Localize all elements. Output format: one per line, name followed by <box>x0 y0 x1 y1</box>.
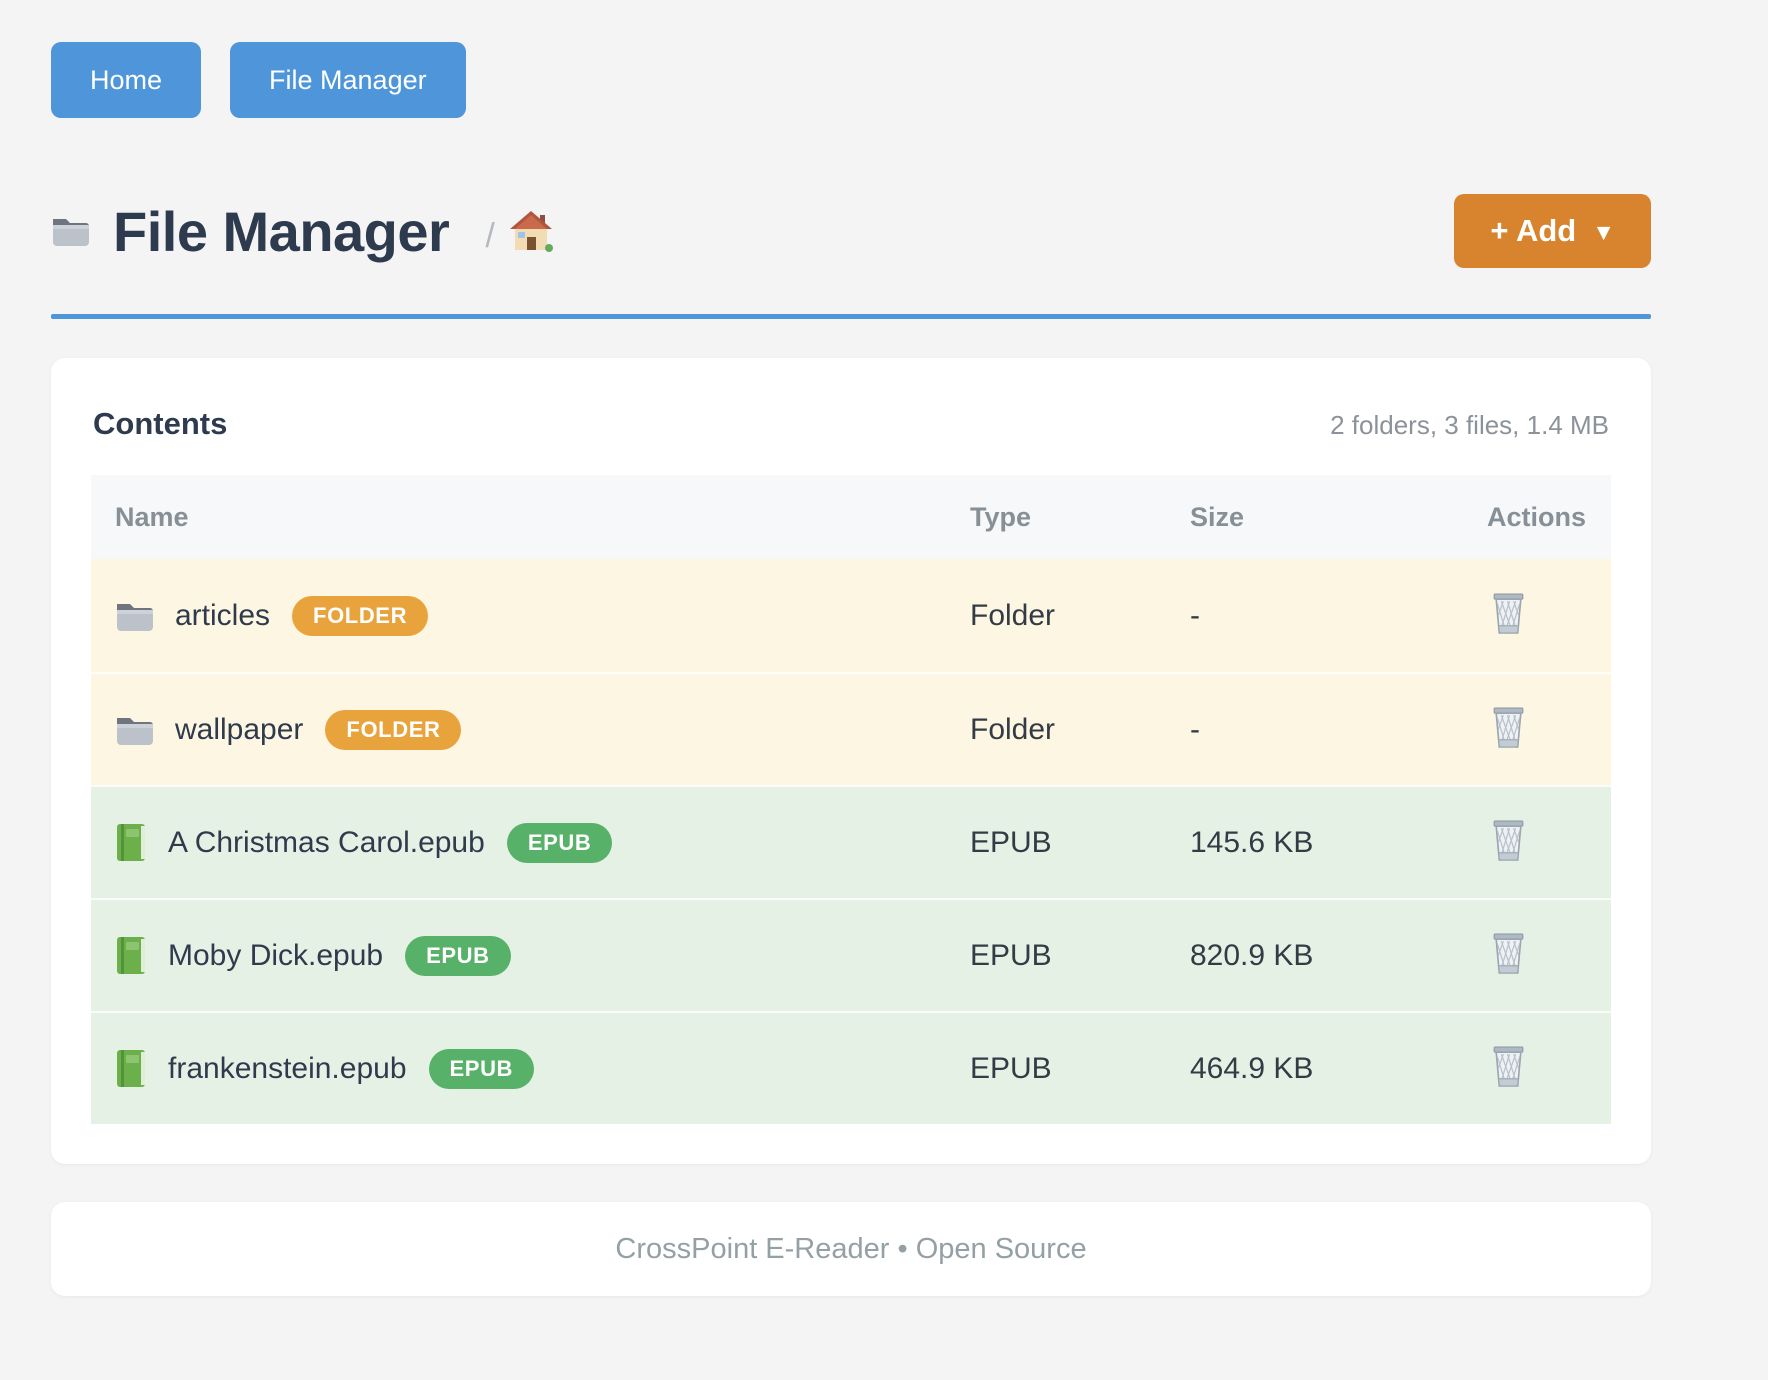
green-book-icon <box>115 823 148 862</box>
cell-name: A Christmas Carol.epub EPUB <box>91 823 970 863</box>
row-type: EPUB <box>970 826 1052 859</box>
green-book-icon <box>115 1049 148 1088</box>
house-icon[interactable] <box>509 210 553 252</box>
trash-icon <box>1491 933 1526 974</box>
trash-icon <box>1491 1046 1526 1087</box>
file-name-link[interactable]: A Christmas Carol.epub <box>168 826 485 860</box>
add-button[interactable]: + Add ▼ <box>1454 194 1651 268</box>
cell-name: frankenstein.epub EPUB <box>91 1049 970 1089</box>
delete-button[interactable] <box>1487 589 1530 638</box>
type-badge: FOLDER <box>325 710 461 750</box>
file-manager-nav-button[interactable]: File Manager <box>230 42 466 118</box>
table-body: articles FOLDER Folder - wallpaper FOLDE… <box>91 559 1611 1124</box>
cell-actions <box>1487 816 1611 869</box>
column-header-size: Size <box>1190 502 1487 533</box>
page-header: File Manager / + Add ▼ <box>51 194 1651 268</box>
cell-name: wallpaper FOLDER <box>91 710 970 750</box>
column-header-type: Type <box>970 502 1190 533</box>
cell-size: - <box>1190 599 1487 633</box>
table-row: wallpaper FOLDER Folder - <box>91 672 1611 785</box>
footer: CrossPoint E-Reader • Open Source <box>51 1202 1651 1296</box>
row-size: - <box>1190 599 1200 632</box>
cell-actions <box>1487 1042 1611 1095</box>
contents-heading: Contents <box>93 406 227 442</box>
delete-button[interactable] <box>1487 816 1530 865</box>
trash-icon <box>1491 593 1526 634</box>
chevron-down-icon: ▼ <box>1592 219 1615 246</box>
row-type: EPUB <box>970 939 1052 972</box>
table-header-row: Name Type Size Actions <box>91 475 1611 559</box>
home-nav-button[interactable]: Home <box>51 42 201 118</box>
cell-actions <box>1487 929 1611 982</box>
cell-size: 145.6 KB <box>1190 826 1487 860</box>
page: Home File Manager File Manager / + Add ▼… <box>51 0 1651 1296</box>
file-name-link[interactable]: frankenstein.epub <box>168 1052 407 1086</box>
column-header-name: Name <box>91 502 970 533</box>
row-type: Folder <box>970 713 1055 746</box>
cell-size: - <box>1190 713 1487 747</box>
cell-size: 820.9 KB <box>1190 939 1487 973</box>
delete-button[interactable] <box>1487 703 1530 752</box>
file-name-link[interactable]: wallpaper <box>175 713 303 747</box>
cell-actions <box>1487 589 1611 642</box>
row-type: EPUB <box>970 1052 1052 1085</box>
row-size: - <box>1190 713 1200 746</box>
contents-card-header: Contents 2 folders, 3 files, 1.4 MB <box>91 398 1611 442</box>
file-name-link[interactable]: Moby Dick.epub <box>168 939 383 973</box>
folder-icon <box>115 599 155 633</box>
row-type: Folder <box>970 599 1055 632</box>
trash-icon <box>1491 707 1526 748</box>
folder-icon <box>51 214 91 248</box>
cell-type: EPUB <box>970 1052 1190 1086</box>
cell-name: articles FOLDER <box>91 596 970 636</box>
type-badge: FOLDER <box>292 596 428 636</box>
delete-button[interactable] <box>1487 1042 1530 1091</box>
green-book-icon <box>115 936 148 975</box>
type-badge: EPUB <box>507 823 613 863</box>
table-row: frankenstein.epub EPUB EPUB 464.9 KB <box>91 1011 1611 1124</box>
cell-type: EPUB <box>970 939 1190 973</box>
table-row: articles FOLDER Folder - <box>91 559 1611 672</box>
contents-summary: 2 folders, 3 files, 1.4 MB <box>1330 410 1609 441</box>
trash-icon <box>1491 820 1526 861</box>
delete-button[interactable] <box>1487 929 1530 978</box>
table-row: A Christmas Carol.epub EPUB EPUB 145.6 K… <box>91 785 1611 898</box>
breadcrumb-separator: / <box>485 217 494 256</box>
row-size: 820.9 KB <box>1190 939 1313 972</box>
file-name-link[interactable]: articles <box>175 599 270 633</box>
cell-type: Folder <box>970 599 1190 633</box>
footer-text: CrossPoint E-Reader • Open Source <box>615 1233 1086 1266</box>
row-size: 464.9 KB <box>1190 1052 1313 1085</box>
top-nav: Home File Manager <box>51 0 1651 118</box>
cell-name: Moby Dick.epub EPUB <box>91 936 970 976</box>
folder-icon <box>115 713 155 747</box>
contents-card: Contents 2 folders, 3 files, 1.4 MB Name… <box>51 358 1651 1164</box>
title-divider <box>51 314 1651 319</box>
cell-type: EPUB <box>970 826 1190 860</box>
page-title: File Manager <box>113 199 449 264</box>
table-row: Moby Dick.epub EPUB EPUB 820.9 KB <box>91 898 1611 1011</box>
cell-type: Folder <box>970 713 1190 747</box>
add-button-label: + Add <box>1490 213 1576 249</box>
cell-size: 464.9 KB <box>1190 1052 1487 1086</box>
type-badge: EPUB <box>429 1049 535 1089</box>
type-badge: EPUB <box>405 936 511 976</box>
row-size: 145.6 KB <box>1190 826 1313 859</box>
column-header-actions: Actions <box>1487 502 1611 533</box>
file-table: Name Type Size Actions articles FOLDER F… <box>91 475 1611 1124</box>
cell-actions <box>1487 703 1611 756</box>
